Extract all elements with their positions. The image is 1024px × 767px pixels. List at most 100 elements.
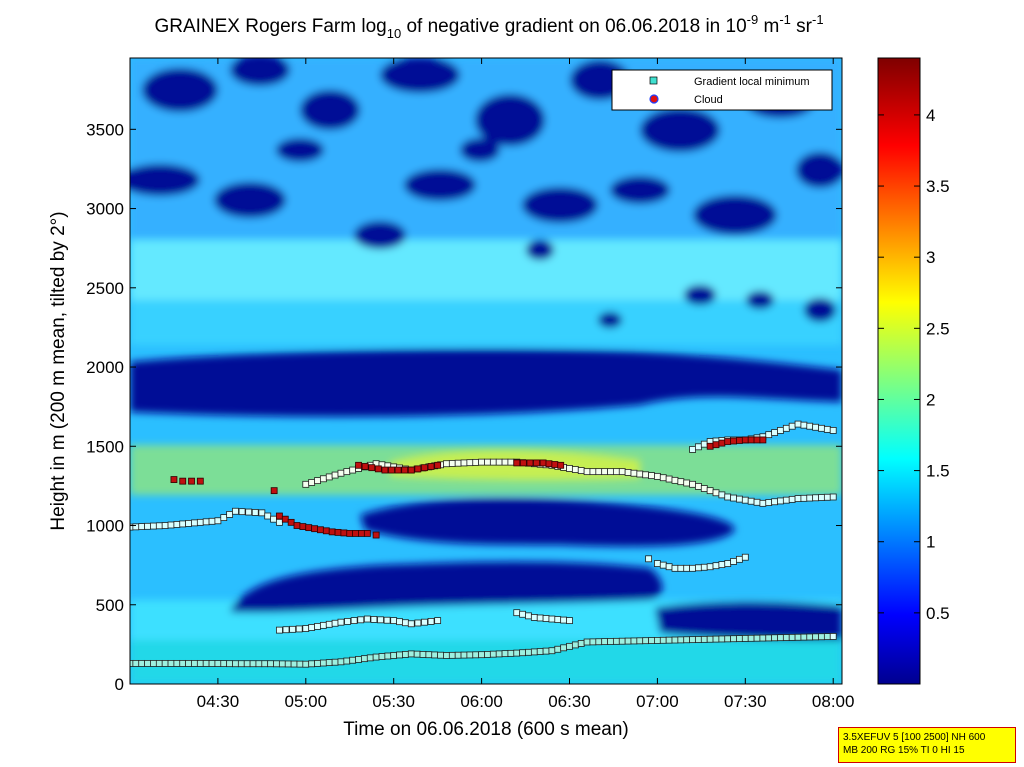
x-tick-label: 04:30 bbox=[197, 692, 240, 711]
minimum-marker bbox=[583, 638, 591, 646]
minimum-marker bbox=[238, 508, 246, 516]
minimum-marker bbox=[771, 634, 779, 642]
minimum-marker bbox=[589, 638, 597, 646]
minimum-marker bbox=[566, 617, 573, 625]
minimum-marker bbox=[448, 460, 456, 467]
minimum-marker bbox=[519, 610, 527, 618]
minimum-marker bbox=[220, 514, 228, 521]
minimum-marker bbox=[800, 421, 808, 429]
minimum-marker bbox=[355, 656, 362, 663]
minimum-marker bbox=[765, 634, 773, 642]
minimum-marker bbox=[806, 422, 814, 430]
cloud-marker bbox=[381, 466, 389, 474]
minimum-marker bbox=[823, 633, 831, 640]
minimum-marker bbox=[167, 521, 175, 529]
minimum-marker bbox=[706, 563, 714, 571]
minimum-marker bbox=[276, 626, 283, 634]
minimum-marker bbox=[536, 614, 544, 622]
minimum-marker bbox=[349, 656, 357, 664]
minimum-marker bbox=[829, 633, 837, 640]
minimum-marker bbox=[214, 660, 222, 667]
minimum-marker bbox=[624, 637, 632, 645]
cloud-marker bbox=[170, 476, 178, 483]
minimum-marker bbox=[155, 522, 163, 530]
cloud-marker bbox=[179, 477, 187, 485]
minimum-marker bbox=[800, 494, 808, 502]
minimum-marker bbox=[363, 615, 371, 623]
minimum-marker bbox=[788, 422, 796, 430]
minimum-marker bbox=[736, 495, 743, 503]
minimum-marker bbox=[390, 652, 398, 659]
legend-label-minimum: Gradient local minimum bbox=[694, 76, 810, 88]
minimum-marker bbox=[730, 494, 737, 502]
cloud-marker bbox=[305, 524, 313, 532]
legend-box bbox=[611, 69, 833, 111]
minimum-marker bbox=[434, 617, 442, 625]
minimum-marker bbox=[566, 465, 573, 472]
minimum-marker bbox=[208, 660, 216, 667]
minimum-marker bbox=[484, 651, 491, 658]
cloud-marker bbox=[368, 464, 376, 472]
y-tick-label: 0 bbox=[115, 675, 124, 694]
minimum-marker bbox=[261, 660, 269, 668]
minimum-marker bbox=[513, 649, 521, 657]
cloud-marker bbox=[299, 523, 307, 530]
minimum-marker bbox=[414, 619, 422, 627]
minimum-marker bbox=[343, 657, 351, 665]
minimum-marker bbox=[618, 468, 626, 476]
minimum-marker bbox=[273, 660, 280, 668]
minimum-marker bbox=[276, 518, 283, 526]
minimum-marker bbox=[314, 477, 321, 485]
minimum-marker bbox=[478, 458, 486, 466]
x-axis-label: Time on 06.06.2018 (600 s mean) bbox=[343, 719, 629, 740]
colorbar-tick-label: 2 bbox=[926, 390, 935, 409]
minimum-marker bbox=[782, 634, 790, 641]
minimum-marker bbox=[695, 483, 702, 490]
minimum-marker bbox=[220, 660, 228, 668]
minimum-marker bbox=[191, 659, 198, 667]
minimum-marker bbox=[665, 563, 673, 571]
cloud-marker bbox=[358, 530, 365, 537]
colorbar bbox=[878, 58, 920, 684]
y-tick-label: 500 bbox=[96, 596, 124, 615]
y-tick-label: 1000 bbox=[86, 517, 124, 536]
minimum-marker bbox=[525, 648, 532, 656]
minimum-marker bbox=[747, 634, 755, 642]
minimum-marker bbox=[407, 620, 415, 628]
cloud-marker bbox=[293, 522, 301, 529]
minimum-marker bbox=[251, 509, 259, 516]
minimum-marker bbox=[689, 636, 696, 644]
cloud-marker bbox=[706, 442, 714, 450]
minimum-marker bbox=[472, 458, 480, 466]
cloud-marker bbox=[557, 461, 565, 469]
minimum-marker bbox=[308, 479, 316, 486]
minimum-marker bbox=[501, 458, 509, 466]
info-box: 3.5XEFUV 5 [100 2500] NH 600 MB 200 RG 1… bbox=[838, 727, 1016, 763]
minimum-marker bbox=[566, 642, 573, 650]
minimum-marker bbox=[302, 660, 310, 668]
minimum-marker bbox=[671, 564, 679, 572]
minimum-marker bbox=[132, 659, 140, 667]
minimum-marker bbox=[671, 636, 679, 644]
minimum-marker bbox=[630, 469, 638, 477]
minimum-marker bbox=[245, 508, 253, 516]
minimum-marker bbox=[325, 620, 333, 628]
minimum-marker bbox=[612, 637, 620, 645]
x-axis: 04:30 05:00 05:30 06:00 06:30 07:00 07:30 08:00 bbox=[197, 58, 854, 711]
minimum-marker bbox=[823, 425, 831, 433]
minimum-marker bbox=[759, 634, 767, 642]
minimum-marker bbox=[295, 625, 303, 633]
minimum-marker bbox=[542, 647, 550, 655]
minimum-marker bbox=[818, 424, 825, 432]
minimum-marker bbox=[278, 660, 286, 668]
minimum-marker bbox=[144, 659, 151, 667]
minimum-marker bbox=[331, 471, 339, 479]
minimum-marker bbox=[284, 660, 292, 668]
minimum-marker bbox=[654, 472, 661, 480]
colorbar-frame bbox=[877, 57, 921, 685]
minimum-marker bbox=[337, 658, 345, 666]
minimum-marker bbox=[771, 429, 779, 436]
cloud-marker bbox=[311, 525, 318, 533]
cloud-marker bbox=[352, 530, 360, 537]
minimum-marker bbox=[648, 637, 655, 644]
